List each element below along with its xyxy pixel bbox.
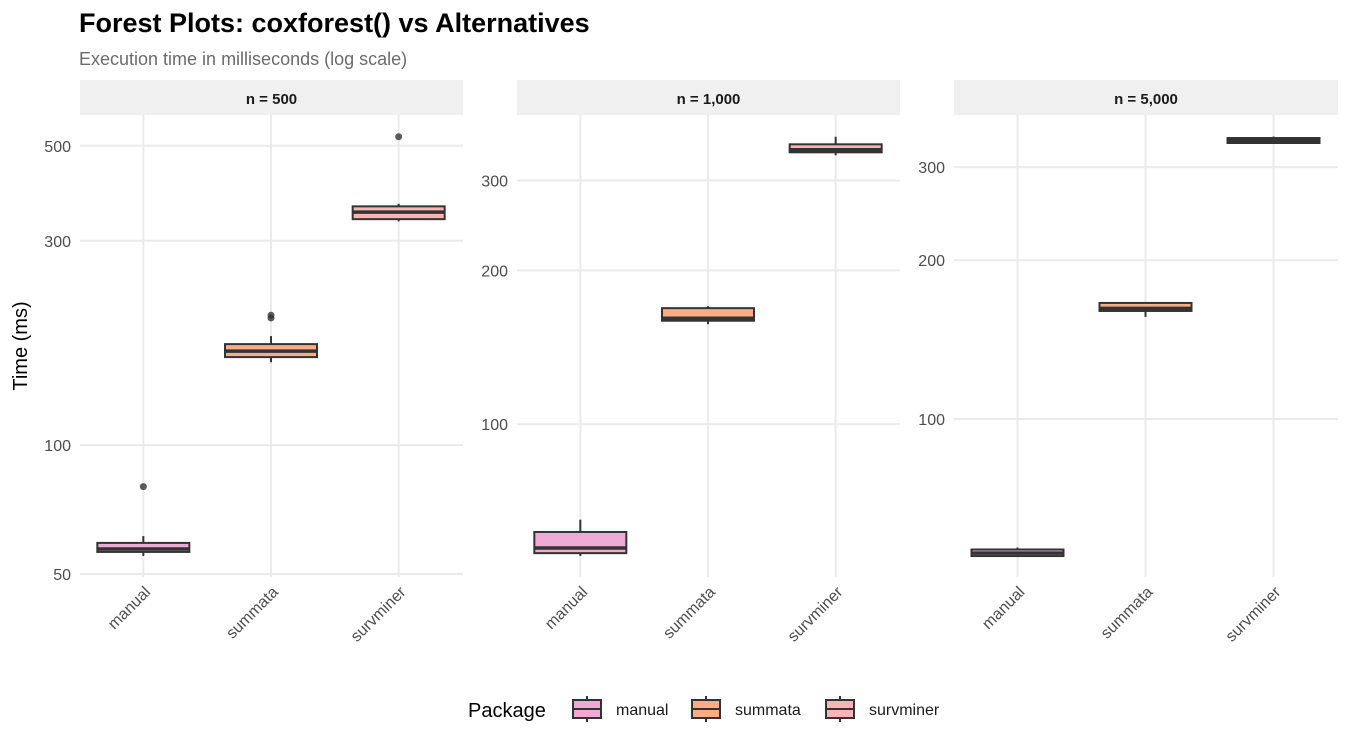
x-tick-label: manual [542, 584, 591, 633]
x-tick-label: survminer [785, 583, 847, 645]
boxplot-summata [224, 311, 318, 363]
legend-title: Package [468, 700, 546, 722]
x-tick-label: survminer [348, 583, 410, 645]
y-tick-label: 500 [44, 139, 71, 156]
facet-panels: n = 500 50 100 300 500 manual summata survminer… [44, 80, 1338, 645]
y-tick-label: 300 [44, 234, 71, 251]
chart-subtitle: Execution time in milliseconds (log scal… [79, 49, 407, 69]
y-tick-label: 50 [53, 567, 71, 584]
x-tick-label: summata [223, 584, 282, 643]
facet-panel: n = 5,000 100 200 300 manual summata survminer [918, 80, 1338, 645]
legend-key-manual [572, 696, 602, 722]
legend-key-summata [691, 696, 721, 722]
boxplot-survminer [788, 136, 883, 156]
y-tick-label: 300 [481, 173, 508, 190]
facet-strip [80, 80, 463, 115]
boxplot-manual [96, 483, 191, 556]
facet-strip-label: n = 500 [246, 91, 297, 108]
boxplot-survminer [351, 133, 446, 222]
facet-strip-label: n = 1,000 [677, 91, 741, 108]
facet-strip [517, 80, 900, 115]
legend-label: manual [616, 702, 668, 719]
legend-label: summata [735, 702, 801, 719]
x-tick-label: manual [979, 584, 1028, 633]
chart-title: Forest Plots: coxforest() vs Alternative… [79, 8, 590, 38]
boxplot-manual [970, 547, 1065, 558]
y-tick-label: 300 [918, 160, 945, 177]
facet-panel: n = 500 50 100 300 500 manual summata survminer [44, 80, 463, 645]
y-axis-title: Time (ms) [10, 301, 32, 390]
y-tick-label: 100 [44, 438, 71, 455]
facet-strip [954, 80, 1338, 115]
x-tick-label: survminer [1223, 583, 1285, 645]
outlier-point [267, 311, 275, 319]
outlier-point [395, 133, 403, 141]
facet-strip-label: n = 5,000 [1114, 91, 1178, 108]
legend: Package manual summata survminer [468, 696, 940, 722]
y-tick-label: 100 [918, 412, 945, 429]
x-tick-label: manual [105, 584, 154, 633]
boxplot-summata [661, 306, 755, 325]
facet-panel: n = 1,000 100 200 300 manual summata survminer [481, 80, 900, 645]
outlier-point [139, 483, 147, 491]
y-tick-label: 100 [481, 417, 508, 434]
x-tick-label: summata [660, 584, 719, 643]
box-iqr [533, 530, 628, 555]
legend-items: manual summata survminer [572, 696, 940, 722]
legend-label: survminer [869, 702, 940, 719]
y-tick-label: 200 [481, 263, 508, 280]
x-tick-label: summata [1098, 584, 1157, 643]
boxplot-summata [1098, 301, 1193, 317]
boxplot-survminer [1226, 136, 1321, 145]
legend-key-survminer [825, 696, 855, 722]
boxplot-manual [533, 519, 628, 556]
y-tick-label: 200 [918, 253, 945, 270]
